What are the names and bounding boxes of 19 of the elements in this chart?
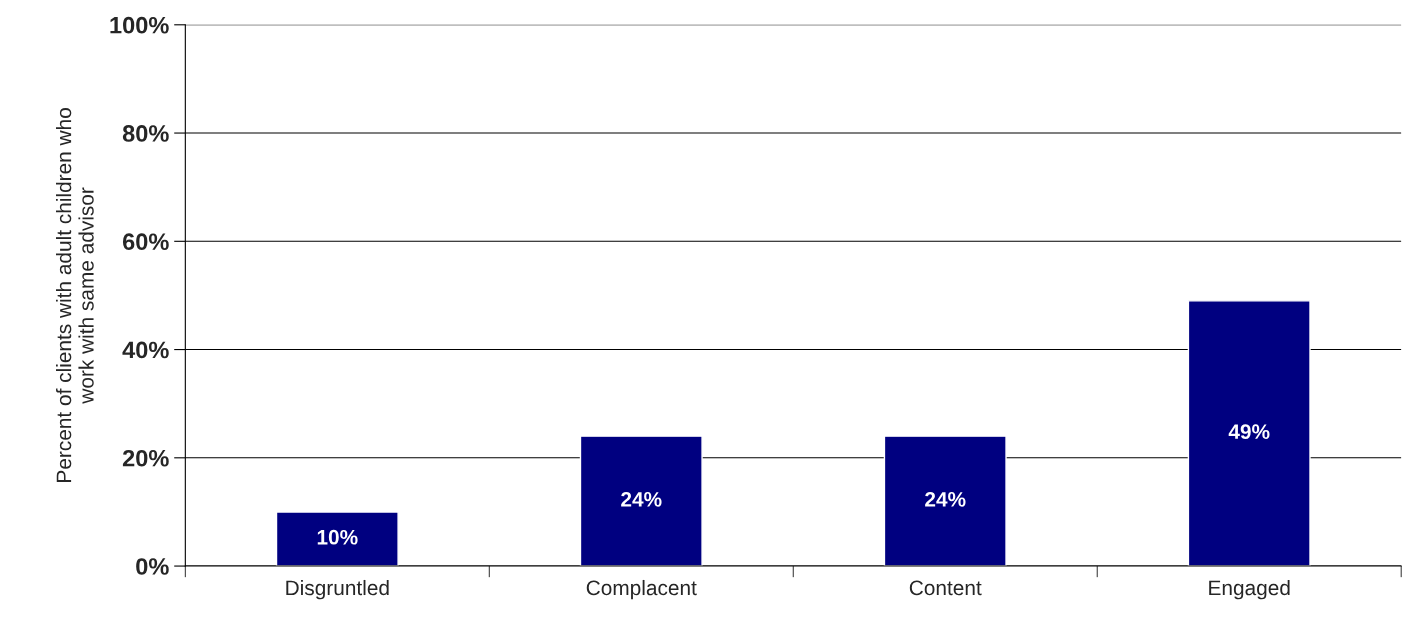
y-tick-label: 100%	[110, 16, 169, 34]
x-tick-label: Content	[909, 580, 982, 596]
data-label: 10%	[317, 529, 358, 545]
y-tick-label: 80%	[122, 125, 169, 142]
bar	[1187, 300, 1311, 567]
y-tick-label: 40%	[122, 341, 169, 359]
y-tick-label: 20%	[122, 449, 169, 467]
y-axis-title: Percent of clients with adult children who work with same advisor	[56, 108, 94, 482]
data-label: 24%	[621, 491, 662, 507]
data-label: 24%	[925, 491, 966, 507]
data-label: 49%	[1228, 424, 1270, 440]
x-tick-label: Engaged	[1209, 579, 1290, 600]
bar	[883, 435, 1007, 567]
x-tick-label: Complacent	[586, 579, 697, 600]
bar	[275, 511, 399, 567]
y-tick-label: 0%	[136, 558, 169, 575]
x-tick-label: Disgruntled	[286, 579, 389, 600]
bar	[579, 435, 703, 567]
y-tick-label: 60%	[122, 233, 169, 251]
